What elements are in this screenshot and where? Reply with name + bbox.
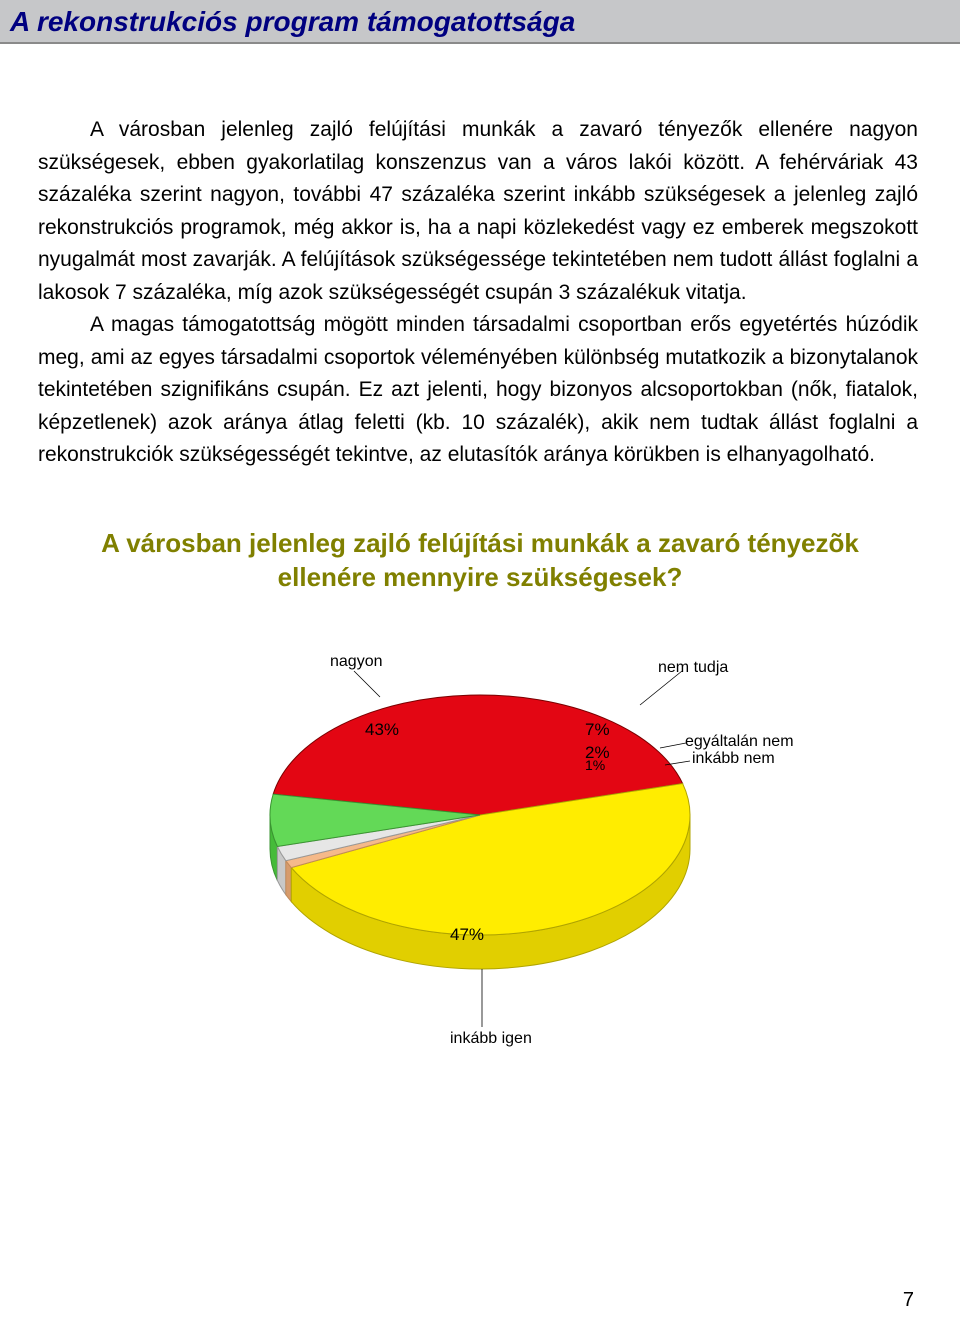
callout-nagyon: nagyon [330,653,383,671]
paragraph-2: A magas támogatottság mögött minden társ… [38,309,918,472]
callout-nem-tudja: nem tudja [658,659,728,677]
pie-chart-svg [130,635,830,1065]
slice-label-7: 7% [585,720,610,740]
slice-label-43: 43% [365,720,399,740]
callout-inkabb-igen: inkább igen [450,1030,532,1048]
section-title: A rekonstrukciós program támogatottsága [10,6,950,38]
paragraph-1: A városban jelenleg zajló felújítási mun… [38,114,918,309]
chart-title: A városban jelenleg zajló felújítási mun… [60,527,900,595]
slice-label-1: 1% [585,757,605,773]
pie-chart: nagyon nem tudja egyáltalán nem inkább n… [130,635,830,1065]
callout-egyaltalan-nem: egyáltalán nem [685,733,794,751]
page-number: 7 [903,1289,914,1312]
section-title-bar: A rekonstrukciós program támogatottsága [0,0,960,44]
slice-label-47: 47% [450,925,484,945]
body-text-block: A városban jelenleg zajló felújítási mun… [0,44,960,472]
callout-inkabb-nem: inkább nem [692,750,775,768]
